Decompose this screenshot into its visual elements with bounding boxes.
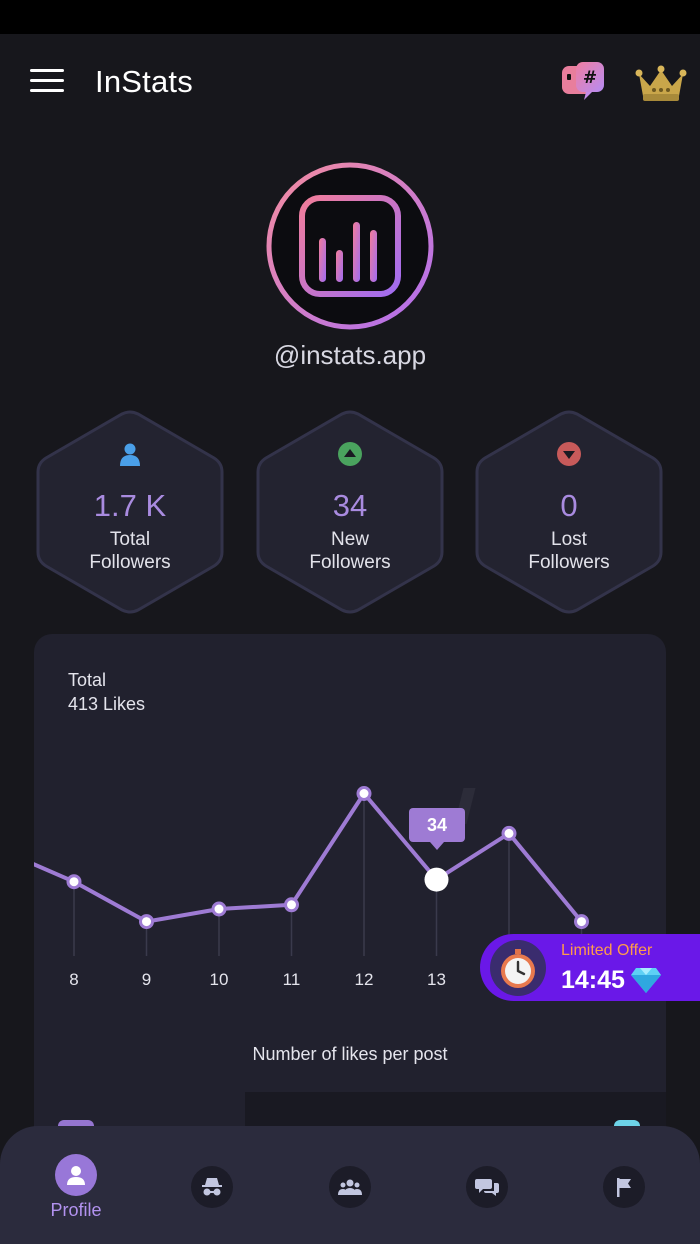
stat-label: New Followers: [309, 529, 391, 573]
x-tick-label: 11: [282, 970, 301, 989]
app-title: InStats: [95, 64, 193, 99]
chart-point[interactable]: [211, 901, 227, 917]
next-section-chip: [58, 1120, 94, 1130]
chart-point-selected[interactable]: [424, 867, 449, 892]
nav-item-profile[interactable]: Profile: [20, 1126, 140, 1244]
spy-icon: [191, 1166, 233, 1208]
svg-text:#: #: [583, 68, 597, 88]
arrow-down-icon: [557, 442, 581, 466]
x-tick-label: 10: [209, 970, 229, 989]
chart-point[interactable]: [356, 786, 372, 801]
hashtag-icon[interactable]: #: [560, 60, 608, 106]
stat-label: Lost Followers: [528, 529, 610, 573]
x-tick-label: 12: [354, 970, 374, 989]
app-bar: InStats #: [0, 34, 700, 130]
chart-point[interactable]: [66, 874, 82, 890]
offer-countdown: 14:45: [561, 966, 625, 994]
crown-icon[interactable]: [634, 64, 688, 104]
chart-point[interactable]: [139, 914, 154, 930]
diamond-icon: [630, 964, 662, 994]
username: @instats.app: [273, 340, 427, 370]
arrow-up-icon: [338, 442, 362, 466]
group-icon: [329, 1166, 371, 1208]
limited-offer-banner[interactable]: Limited Offer 14:45: [480, 934, 700, 1001]
likes-series-line: [34, 791, 584, 924]
likes-chart[interactable]: [34, 634, 666, 1014]
stopwatch-icon: [490, 940, 546, 996]
likes-total-label: Total: [68, 670, 107, 690]
nav-item-flag[interactable]: [564, 1126, 684, 1244]
stat-label: Total Followers: [89, 529, 171, 573]
bottom-nav: Profile: [0, 1126, 700, 1244]
stat-lost-followers: 0 Lost Followers: [475, 410, 663, 614]
stat-value: 0: [560, 488, 578, 523]
likes-card: Total 413 Likes 8 9 10 11 12 13 34 Number of …: [34, 634, 666, 1194]
x-tick-label: 9: [141, 970, 152, 989]
chat-icon: [466, 1166, 508, 1208]
next-section-chip: [614, 1120, 640, 1128]
x-tick-label: 8: [69, 970, 79, 989]
x-tick-label: 13: [427, 970, 446, 989]
likes-count: 413 Likes: [68, 694, 146, 714]
chart-point[interactable]: [574, 914, 589, 930]
offer-title: Limited Offer: [561, 942, 653, 959]
nav-item-spy[interactable]: [152, 1126, 272, 1244]
stat-value: 34: [332, 488, 368, 523]
chart-point[interactable]: [284, 897, 299, 913]
status-bar: [0, 0, 700, 34]
stat-total-followers: 1.7 K Total Followers: [36, 410, 224, 614]
avatar: [266, 162, 434, 330]
chart-tooltip: 34: [409, 808, 465, 850]
profile-icon: [55, 1154, 97, 1196]
chart-point[interactable]: [501, 825, 517, 841]
user-icon: [118, 442, 142, 466]
nav-item-group[interactable]: [290, 1126, 410, 1244]
flag-icon: [603, 1166, 645, 1208]
menu-icon[interactable]: [30, 69, 64, 93]
chart-caption: Number of likes per post: [252, 1044, 448, 1064]
stat-value: 1.7 K: [93, 488, 167, 523]
nav-label: Profile: [50, 1200, 102, 1220]
stat-new-followers: 34 New Followers: [256, 410, 444, 614]
nav-item-chat[interactable]: [427, 1126, 547, 1244]
